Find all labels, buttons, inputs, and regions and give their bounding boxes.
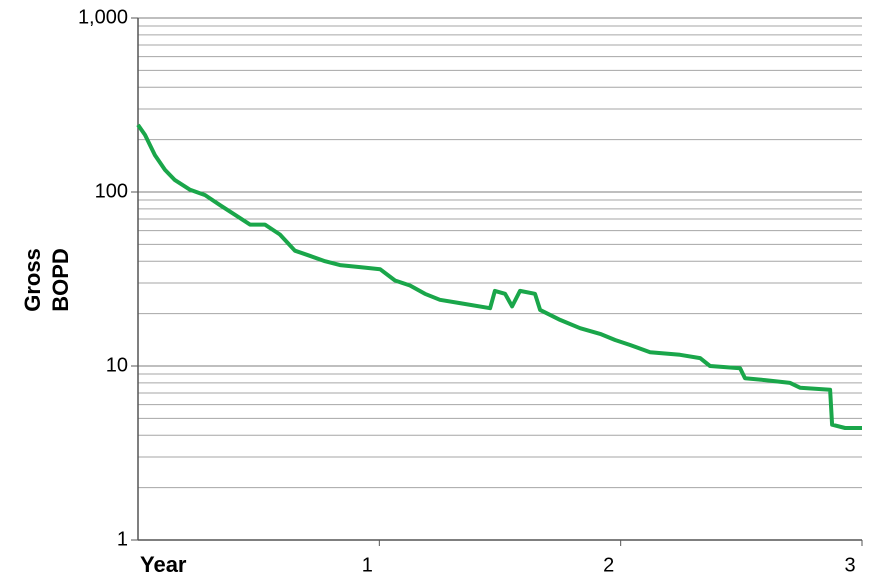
y-tick-label: 1 bbox=[117, 528, 128, 550]
x-tick-label: 1 bbox=[362, 554, 373, 576]
y-axis-label: BOPD bbox=[48, 248, 73, 312]
y-tick-label: 1,000 bbox=[78, 6, 128, 28]
x-tick-label: 2 bbox=[603, 554, 614, 576]
x-axis-label: Year bbox=[140, 552, 187, 577]
y-axis-label: Gross bbox=[20, 248, 45, 312]
y-tick-label: 10 bbox=[106, 354, 128, 376]
x-tick-label: 3 bbox=[844, 554, 855, 576]
data-line bbox=[136, 123, 862, 430]
y-tick-label: 100 bbox=[95, 180, 128, 202]
